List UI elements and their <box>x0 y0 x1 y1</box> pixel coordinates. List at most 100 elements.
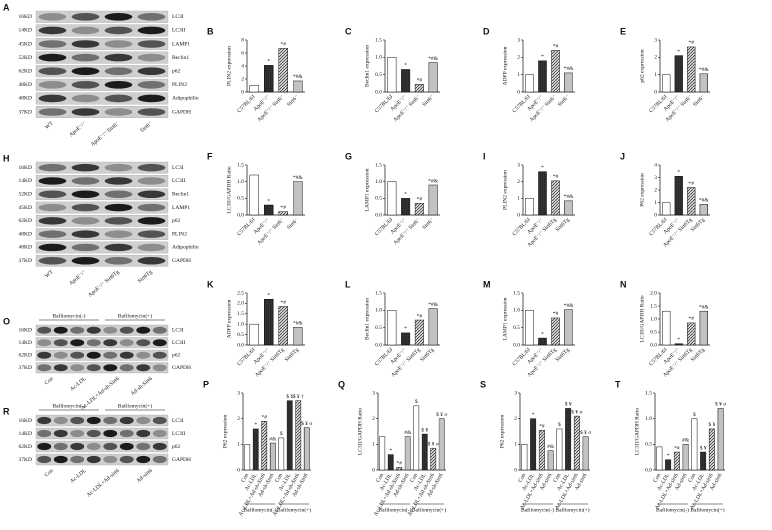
x-tick-label: Con <box>687 472 697 483</box>
blot-band <box>86 442 101 451</box>
significance-label: $ ¥ <box>421 426 428 433</box>
protein-label: LC3II <box>172 340 186 346</box>
blot-band <box>38 12 67 21</box>
bar <box>387 181 397 216</box>
bar <box>691 418 698 471</box>
blot-band <box>38 53 67 62</box>
blot-strip <box>35 78 169 91</box>
panel-letter: Q <box>338 379 345 389</box>
y-tick-label: 0.0 <box>375 89 382 95</box>
significance-label: * <box>541 331 544 337</box>
group-label: Bafilomycin(+) <box>118 312 152 319</box>
significance-label: * <box>267 293 270 299</box>
bar <box>249 323 259 346</box>
bar <box>525 310 534 346</box>
blot-band <box>137 217 166 225</box>
significance-label: *# <box>417 78 423 84</box>
bar <box>674 55 683 93</box>
blot-strip <box>35 440 169 453</box>
blot-band <box>104 26 133 35</box>
y-tick-label: 0.5 <box>650 329 657 335</box>
blot-band <box>70 416 85 425</box>
y-tick-label: 2 <box>654 187 657 193</box>
bar <box>674 176 683 216</box>
protein-label: GAPDH <box>172 365 191 371</box>
panel-letter: E <box>620 26 626 36</box>
blot-strip <box>35 51 169 64</box>
blot-band <box>37 429 52 438</box>
blot-band <box>38 80 67 89</box>
y-tick-label: 0.5 <box>237 196 244 202</box>
blot-band <box>103 326 118 334</box>
blot-strip <box>35 337 169 349</box>
significance-label: *# <box>689 40 695 46</box>
significance-label: *# <box>553 44 559 50</box>
significance-label: * <box>267 198 270 204</box>
bar <box>525 74 534 93</box>
blot-band <box>53 339 68 347</box>
lane-label: WT <box>44 269 55 280</box>
y-tick-label: 1 <box>654 200 657 206</box>
y-tick-label: 0 <box>654 212 657 218</box>
y-tick-label: 2 <box>237 416 240 422</box>
blot-band <box>152 326 167 334</box>
bar <box>530 418 537 471</box>
bar <box>699 73 708 93</box>
bar <box>682 444 689 471</box>
y-tick-label: 1.0 <box>375 308 382 314</box>
y-tick-label: 0.0 <box>375 212 382 218</box>
blot-band <box>71 190 100 198</box>
significance-label: *#& <box>699 304 710 310</box>
protein-label: LC3II <box>172 431 186 437</box>
kd-label: 37KD <box>19 365 32 371</box>
x-tick-label: Sirt6⁻ <box>692 94 706 108</box>
blot-band <box>38 108 67 116</box>
significance-label: *#& <box>564 194 575 200</box>
blot-band <box>71 53 100 62</box>
bar <box>249 174 259 216</box>
blot-band <box>38 230 67 238</box>
y-tick-label: 0.0 <box>237 342 244 348</box>
group-label: Bafilomycin(-) <box>521 506 554 513</box>
group-label: Bafilomycin(-) <box>53 402 86 409</box>
y-axis-title: LC3II/GAPDH Ratio <box>639 295 645 342</box>
blot-band <box>104 217 133 225</box>
y-tick-label: 0.5 <box>375 325 382 331</box>
blot-band <box>71 203 100 212</box>
blot-band <box>104 230 133 238</box>
blot-band <box>104 53 133 62</box>
y-axis-title: LAMP1 expression <box>364 168 370 211</box>
group-label: Bafilomycin(+) <box>277 506 311 513</box>
panel-letter: O <box>3 316 10 326</box>
blot-band <box>104 257 133 265</box>
significance-label: $ ¥ <box>700 444 707 451</box>
protein-label: GAPDH <box>172 258 191 264</box>
significance-label: * <box>677 170 680 176</box>
y-tick-label: 1.5 <box>237 311 244 317</box>
protein-label: Adipophilin <box>172 96 199 102</box>
blot-strip <box>35 10 169 23</box>
blot-band <box>70 364 85 372</box>
x-tick-label: Sirt6⁻ <box>286 217 300 231</box>
bar <box>538 171 547 216</box>
y-tick-label: 0 <box>517 212 520 218</box>
blot-band <box>104 12 133 21</box>
significance-label: *#& <box>428 302 439 308</box>
significance-label: $ ¥ <box>286 393 293 400</box>
y-tick-label: 1.5 <box>375 162 382 168</box>
blot-band <box>104 163 133 172</box>
blot-band <box>137 53 166 62</box>
panel-letter: S <box>480 379 486 389</box>
kd-label: 14KD <box>19 340 32 346</box>
y-tick-label: 1 <box>517 196 520 202</box>
significance-label: $ <box>693 411 696 418</box>
y-tick-label: 0.0 <box>237 212 244 218</box>
x-tick-label: Con <box>552 472 562 483</box>
x-tick-label: Sirt6⁻ <box>286 94 300 108</box>
significance-label: *# <box>689 316 695 322</box>
blot-strip <box>35 453 169 466</box>
y-tick-label: 2 <box>654 55 657 61</box>
bar <box>293 327 303 346</box>
bar <box>717 408 724 471</box>
panel-letter: D <box>483 26 490 36</box>
